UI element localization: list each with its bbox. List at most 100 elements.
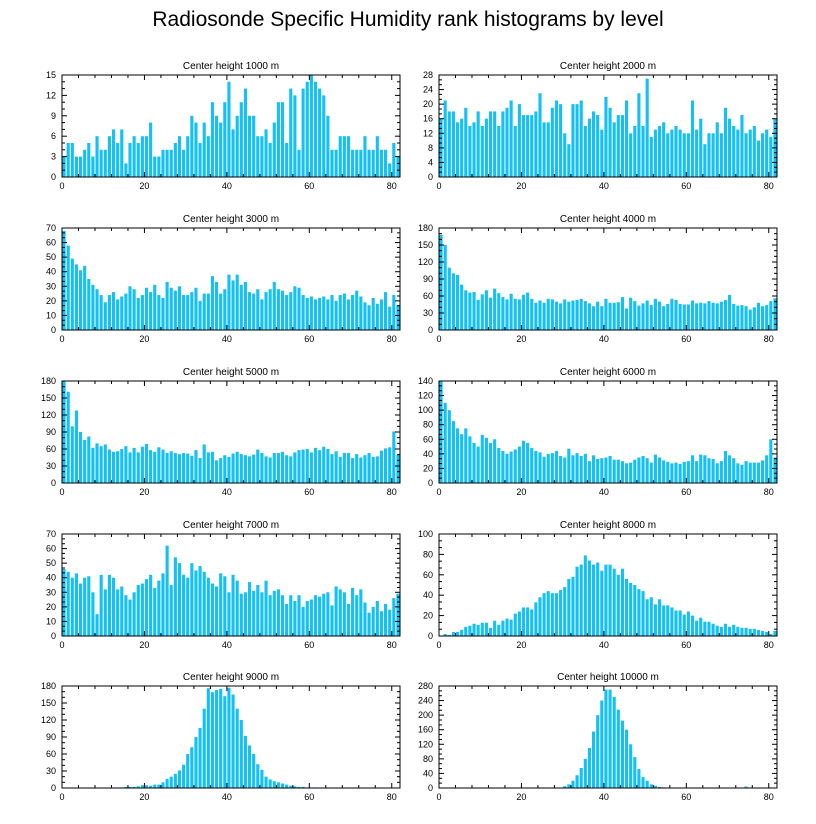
histogram-bar: [530, 298, 534, 330]
panel: Center height 9000 m 0 20 40 60 80 0 30 60 90 120 1…: [41, 672, 401, 802]
histogram-bar: [136, 143, 140, 177]
histogram-bar: [280, 783, 285, 788]
histogram-bar: [157, 580, 161, 636]
histogram-bar: [202, 444, 206, 483]
histogram-bar: [256, 585, 260, 636]
histogram-bar: [215, 460, 219, 483]
histogram-bar: [219, 573, 223, 636]
histogram-bar: [144, 443, 149, 483]
histogram-bar: [641, 456, 645, 483]
histogram-bar: [384, 292, 388, 330]
y-tick-label: 12: [423, 128, 433, 138]
histogram-bar: [280, 451, 285, 483]
histogram-bar: [206, 688, 210, 788]
histogram-bar: [243, 455, 247, 483]
panel: Center height 5000 m 0 20 40 60 80 0 30 60 90 120 1…: [41, 367, 401, 497]
histogram-bar: [480, 622, 484, 636]
histogram-bar: [488, 442, 493, 483]
histogram-bar: [124, 163, 128, 177]
histogram-bar: [256, 289, 260, 330]
histogram-bar: [517, 446, 521, 483]
histogram-bar: [124, 595, 128, 636]
histogram-bar: [567, 144, 571, 177]
histogram-bar: [91, 284, 95, 330]
histogram-bar: [379, 450, 384, 483]
histogram-bar: [666, 303, 670, 330]
histogram-bar: [748, 462, 752, 483]
histogram-bar: [326, 115, 330, 177]
histogram-bar: [256, 136, 260, 177]
histogram-bar: [484, 118, 488, 177]
histogram-bar: [600, 700, 604, 788]
histogram-bar: [305, 81, 309, 177]
histogram-bar: [264, 580, 268, 636]
histogram-bar: [657, 786, 662, 788]
histogram-bar: [182, 295, 186, 330]
histogram-bar: [505, 107, 509, 177]
histogram-bar: [66, 571, 70, 636]
histogram-bar: [752, 462, 756, 483]
histogram-bar: [649, 305, 653, 330]
y-tick-label: 100: [418, 405, 433, 415]
histogram-bar: [695, 303, 699, 330]
panel-title: Center height 1000 m: [183, 61, 279, 72]
histogram-bar: [210, 583, 215, 636]
histogram-bar: [460, 118, 464, 177]
histogram-bar: [136, 452, 140, 483]
histogram-bar: [740, 305, 744, 330]
histogram-bar: [276, 782, 280, 788]
histogram-bar: [488, 627, 493, 636]
panel-title: Center height 10000 m: [557, 672, 659, 683]
histogram-bar: [649, 597, 653, 636]
histogram-bar: [149, 574, 153, 636]
histogram-bar: [276, 452, 280, 483]
histogram-bar: [649, 784, 653, 788]
histogram-bar: [662, 122, 666, 177]
histogram-bar: [620, 297, 624, 330]
histogram-bar: [744, 306, 748, 330]
y-tick-label: 60: [423, 434, 433, 444]
y-tick-label: 0: [428, 325, 433, 335]
histogram-bar: [206, 293, 210, 330]
histogram-bar: [388, 447, 392, 483]
histogram-bar: [252, 115, 256, 177]
y-tick-label: 0: [51, 631, 56, 641]
histogram-bar: [526, 115, 530, 177]
plot-frame: [438, 380, 778, 484]
y-tick-label: 280: [418, 681, 433, 691]
histogram-bar: [289, 456, 293, 483]
histogram-bar: [472, 623, 476, 636]
histogram-bar: [99, 295, 103, 330]
histogram-bar: [633, 459, 637, 483]
histogram-bar: [761, 306, 765, 330]
y-tick-label: 60: [46, 444, 56, 454]
histogram-bar: [761, 460, 765, 483]
histogram-bar: [120, 586, 124, 636]
histogram-bar: [379, 299, 384, 330]
histogram-bar: [313, 81, 318, 177]
y-tick-label: 16: [423, 114, 433, 124]
histogram-bar: [70, 143, 74, 177]
histogram-bar: [384, 603, 388, 636]
histogram-bar: [513, 126, 517, 177]
histogram-bar: [289, 785, 293, 788]
y-tick-label: 40: [46, 573, 56, 583]
histogram-bar: [190, 747, 194, 788]
histogram-bar: [293, 601, 297, 636]
histogram-bar: [239, 284, 243, 330]
histogram-bar: [223, 455, 227, 483]
histogram-bar: [83, 577, 87, 636]
histogram-bar: [472, 122, 476, 177]
histogram-bar: [612, 459, 616, 483]
histogram-bar: [124, 293, 128, 330]
x-tick-label: 20: [516, 792, 526, 802]
histogram-bar: [223, 576, 227, 636]
histogram-bar: [153, 156, 157, 177]
histogram-bar: [231, 129, 235, 177]
histogram-bar: [567, 784, 571, 788]
histogram-bar: [455, 122, 460, 177]
x-tick-label: 60: [304, 181, 314, 191]
histogram-bar: [338, 456, 342, 483]
panel: Center height 7000 m 0 20 40 60 80 0 10 20 30 40 50…: [46, 520, 401, 650]
histogram-bar: [657, 599, 662, 636]
